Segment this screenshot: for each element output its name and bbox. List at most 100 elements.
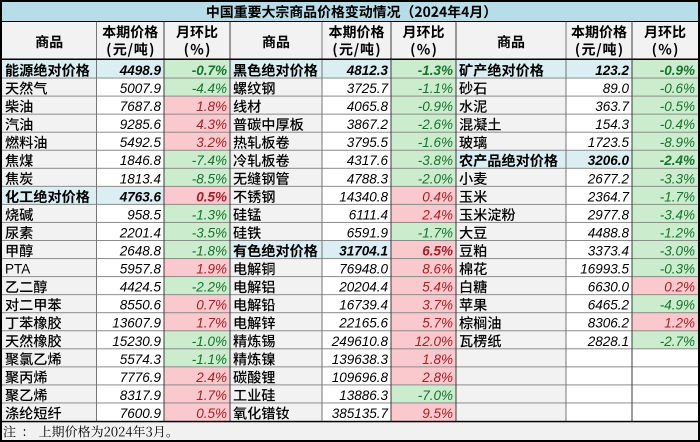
- svg-text:-3.3%: -3.3%: [660, 171, 695, 186]
- svg-text:-0.7%: -0.7%: [192, 63, 227, 78]
- svg-text:4.3%: 4.3%: [196, 117, 227, 132]
- svg-text:2677.2: 2677.2: [587, 171, 630, 186]
- svg-text:-1.0%: -1.0%: [192, 334, 227, 349]
- svg-text:4065.8: 4065.8: [347, 99, 389, 114]
- svg-text:6.5%: 6.5%: [422, 244, 453, 259]
- svg-text:5.7%: 5.7%: [422, 316, 453, 331]
- svg-text:4317.6: 4317.6: [347, 153, 389, 168]
- svg-text:385135.7: 385135.7: [332, 406, 389, 421]
- svg-text:2648.8: 2648.8: [119, 244, 162, 259]
- svg-text:14340.8: 14340.8: [339, 189, 388, 204]
- svg-text:4788.3: 4788.3: [347, 171, 389, 186]
- svg-text:-8.5%: -8.5%: [192, 171, 227, 186]
- svg-text:-1.2%: -1.2%: [660, 226, 695, 241]
- svg-text:3867.2: 3867.2: [347, 117, 389, 132]
- svg-text:109696.8: 109696.8: [332, 370, 389, 385]
- svg-text:154.3: 154.3: [595, 117, 629, 132]
- svg-text:-4.9%: -4.9%: [660, 298, 695, 313]
- svg-text:-3.8%: -3.8%: [418, 153, 453, 168]
- svg-text:13886.3: 13886.3: [339, 388, 388, 403]
- svg-text:3795.5: 3795.5: [347, 135, 389, 150]
- svg-text:2.4%: 2.4%: [421, 207, 453, 222]
- svg-text:-1.8%: -1.8%: [192, 244, 227, 259]
- svg-text:16993.5: 16993.5: [580, 262, 629, 277]
- svg-text:-1.3%: -1.3%: [418, 63, 453, 78]
- svg-text:3.7%: 3.7%: [422, 298, 453, 313]
- svg-text:-1.3%: -1.3%: [192, 207, 227, 222]
- svg-text:2364.7: 2364.7: [587, 189, 630, 204]
- svg-text:6630.0: 6630.0: [588, 280, 630, 295]
- svg-text:6465.2: 6465.2: [588, 298, 630, 313]
- svg-text:5492.5: 5492.5: [120, 135, 162, 150]
- svg-text:1813.4: 1813.4: [120, 171, 161, 186]
- svg-text:-3.0%: -3.0%: [660, 244, 695, 259]
- svg-text:8306.2: 8306.2: [588, 316, 630, 331]
- svg-text:-8.9%: -8.9%: [660, 135, 695, 150]
- svg-text:0.5%: 0.5%: [196, 406, 227, 421]
- svg-text:5007.9: 5007.9: [120, 81, 162, 96]
- svg-text:22165.6: 22165.6: [338, 316, 388, 331]
- svg-text:1.8%: 1.8%: [422, 352, 453, 367]
- svg-text:6111.4: 6111.4: [349, 207, 388, 222]
- svg-text:1723.5: 1723.5: [588, 135, 630, 150]
- svg-text:2977.8: 2977.8: [587, 207, 630, 222]
- svg-text:6591.9: 6591.9: [347, 226, 389, 241]
- svg-text:9.5%: 9.5%: [422, 406, 453, 421]
- svg-text:31704.1: 31704.1: [339, 244, 388, 259]
- svg-text:-1.7%: -1.7%: [418, 226, 453, 241]
- svg-text:-1.7%: -1.7%: [660, 189, 695, 204]
- svg-text:-0.4%: -0.4%: [660, 117, 695, 132]
- svg-text:249610.8: 249610.8: [331, 334, 389, 349]
- svg-text:-0.6%: -0.6%: [660, 81, 695, 96]
- svg-text:2.8%: 2.8%: [421, 370, 453, 385]
- svg-text:8317.9: 8317.9: [120, 388, 162, 403]
- svg-text:-0.5%: -0.5%: [660, 99, 695, 114]
- svg-text:-3.5%: -3.5%: [192, 226, 227, 241]
- svg-text:-4.4%: -4.4%: [192, 81, 227, 96]
- svg-text:4488.8: 4488.8: [588, 226, 630, 241]
- svg-text:-7.4%: -7.4%: [192, 153, 227, 168]
- svg-text:20204.4: 20204.4: [338, 280, 388, 295]
- svg-text:0.4%: 0.4%: [422, 189, 453, 204]
- svg-text:7600.9: 7600.9: [120, 406, 162, 421]
- svg-text:12.0%: 12.0%: [415, 334, 453, 349]
- svg-text:0.2%: 0.2%: [664, 280, 695, 295]
- svg-text:123.2: 123.2: [595, 63, 629, 78]
- svg-text:1846.8: 1846.8: [120, 153, 162, 168]
- svg-text:-1.1%: -1.1%: [192, 352, 227, 367]
- svg-text:1.9%: 1.9%: [196, 262, 227, 277]
- svg-text:PTA: PTA: [5, 262, 30, 277]
- svg-text:3.2%: 3.2%: [196, 135, 227, 150]
- svg-text:89.0: 89.0: [603, 81, 630, 96]
- svg-text:1.7%: 1.7%: [196, 388, 227, 403]
- svg-text:-3.4%: -3.4%: [660, 207, 695, 222]
- svg-text:0.7%: 0.7%: [196, 298, 227, 313]
- svg-text:958.5: 958.5: [127, 207, 161, 222]
- svg-text:139638.3: 139638.3: [332, 352, 389, 367]
- svg-text:9285.6: 9285.6: [120, 117, 162, 132]
- svg-text:-1.1%: -1.1%: [418, 81, 453, 96]
- svg-text:4424.5: 4424.5: [120, 280, 162, 295]
- svg-text:-0.9%: -0.9%: [660, 63, 695, 78]
- svg-text:4812.3: 4812.3: [346, 63, 389, 78]
- svg-text:1.7%: 1.7%: [196, 316, 227, 331]
- svg-text:-1.6%: -1.6%: [418, 135, 453, 150]
- svg-text:1.8%: 1.8%: [196, 99, 227, 114]
- svg-text:7776.9: 7776.9: [120, 370, 162, 385]
- svg-text:-2.7%: -2.7%: [660, 334, 695, 349]
- svg-text:13607.9: 13607.9: [112, 316, 161, 331]
- svg-text:7687.8: 7687.8: [120, 99, 162, 114]
- svg-text:4498.9: 4498.9: [119, 63, 162, 78]
- svg-text:16739.4: 16739.4: [339, 298, 388, 313]
- svg-text:5957.8: 5957.8: [120, 262, 162, 277]
- svg-text:3373.4: 3373.4: [588, 244, 629, 259]
- svg-text:-7.0%: -7.0%: [418, 388, 453, 403]
- svg-text:2828.1: 2828.1: [587, 334, 629, 349]
- svg-text:0.5%: 0.5%: [196, 189, 227, 204]
- svg-text:8550.6: 8550.6: [120, 298, 162, 313]
- svg-text:8.6%: 8.6%: [422, 262, 453, 277]
- svg-text:2201.4: 2201.4: [119, 226, 161, 241]
- svg-text:-2.2%: -2.2%: [192, 280, 227, 295]
- svg-text:3725.7: 3725.7: [347, 81, 389, 96]
- svg-text:-0.9%: -0.9%: [418, 99, 453, 114]
